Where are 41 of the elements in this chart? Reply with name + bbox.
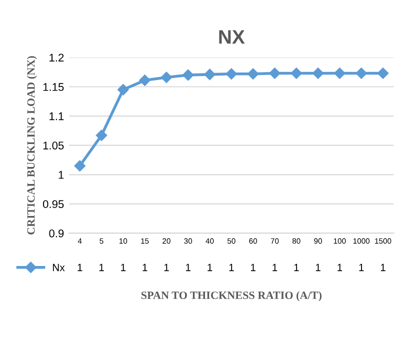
y-tick-label: 1.05 (43, 142, 64, 150)
data-label: 1 (229, 264, 234, 272)
data-label: 1 (250, 264, 256, 272)
y-tick-label: 0.9 (49, 229, 64, 238)
data-label: 1 (142, 264, 148, 272)
point (139, 74, 150, 86)
data-label: 1 (380, 264, 386, 272)
y-tick-label: 0.95 (42, 200, 64, 208)
point (290, 68, 302, 79)
data-label: 1 (338, 264, 342, 272)
data-label: 1 (99, 264, 104, 272)
data-label: 1 (186, 264, 190, 272)
point (182, 69, 194, 81)
point (334, 68, 346, 79)
x-axis-title: SPAN TO THICKNESS RATIO (A/T) (141, 291, 322, 302)
y-tick-label: 1 (58, 171, 64, 179)
point (377, 68, 389, 79)
y-tick-label: 1.1 (50, 112, 64, 120)
point (247, 68, 259, 80)
data-label: 1 (208, 264, 212, 272)
chart-title: NX (219, 30, 245, 44)
y-tick-label: 1.15 (43, 83, 64, 91)
data-label: 1 (359, 264, 364, 272)
point (160, 72, 172, 83)
point (118, 84, 129, 96)
point (226, 68, 238, 80)
point (269, 68, 280, 79)
data-label: 1 (121, 264, 126, 272)
point (204, 68, 216, 80)
data-label: 1 (316, 264, 320, 272)
point (96, 130, 108, 141)
data-label: 1 (78, 264, 82, 272)
point (356, 68, 367, 79)
y-tick-label: 1.2 (50, 54, 64, 62)
data-label: 1 (272, 264, 278, 272)
point (312, 68, 324, 79)
data-label: 1 (294, 264, 299, 272)
y-axis-title: CRITICAL BUCKLING LOAD (NX) (26, 56, 37, 234)
point (74, 160, 86, 172)
data-label: 1 (164, 264, 169, 272)
legend-label: Nx (52, 264, 65, 272)
